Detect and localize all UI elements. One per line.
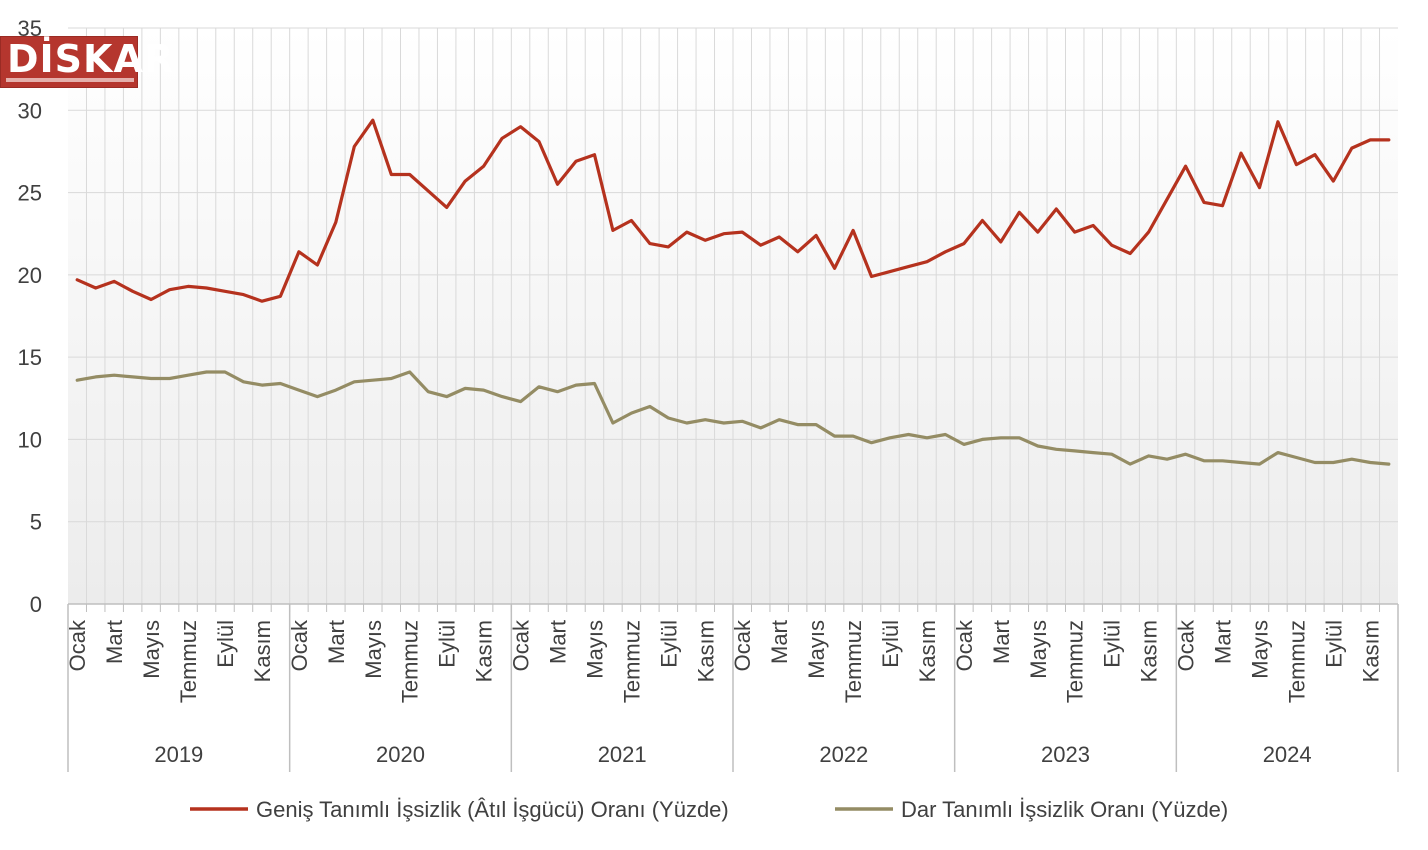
y-tick-label-10: 10 [18, 427, 42, 452]
year-label-2024: 2024 [1263, 742, 1312, 767]
month-label-mart: Mart [989, 620, 1014, 664]
month-label-temmuz: Temmuz [176, 620, 201, 703]
series-line-genis-tanimli [75, 118, 1391, 303]
month-label-temmuz: Temmuz [398, 620, 423, 703]
month-label-ocak: Ocak [65, 619, 90, 671]
month-label-ocak: Ocak [952, 619, 977, 671]
month-label-mayıs: Mayıs [1026, 620, 1051, 679]
month-label-temmuz: Temmuz [841, 620, 866, 703]
series-lines [75, 118, 1391, 466]
month-label-ocak: Ocak [509, 619, 534, 671]
year-label-2022: 2022 [819, 742, 868, 767]
legend-label-0: Geniş Tanımlı İşsizlik (Âtıl İşgücü) Ora… [256, 797, 729, 822]
year-label-2020: 2020 [376, 742, 425, 767]
y-tick-label-20: 20 [18, 263, 42, 288]
legend-label-1: Dar Tanımlı İşsizlik Oranı (Yüzde) [901, 797, 1228, 822]
month-label-mart: Mart [546, 620, 571, 664]
logo-text: DİSKAR [7, 37, 175, 81]
month-label-temmuz: Temmuz [1284, 620, 1309, 703]
month-label-mayıs: Mayıs [139, 620, 164, 679]
y-tick-label-15: 15 [18, 345, 42, 370]
legend: Geniş Tanımlı İşsizlik (Âtıl İşgücü) Ora… [190, 797, 1228, 822]
month-label-mart: Mart [102, 620, 127, 664]
month-label-ocak: Ocak [730, 619, 755, 671]
month-label-mart: Mart [324, 620, 349, 664]
y-tick-label-5: 5 [30, 510, 42, 535]
y-tick-label-30: 30 [18, 98, 42, 123]
month-label-mayıs: Mayıs [1247, 620, 1272, 679]
month-label-temmuz: Temmuz [1063, 620, 1088, 703]
month-label-kasım: Kasım [250, 620, 275, 682]
logo-tagline-strip [6, 78, 134, 82]
month-label-eylül: Eylül [1100, 620, 1125, 668]
month-label-mayıs: Mayıs [582, 620, 607, 679]
month-label-eylül: Eylül [1321, 620, 1346, 668]
month-label-kasım: Kasım [915, 620, 940, 682]
month-label-ocak: Ocak [1174, 619, 1199, 671]
year-label-2019: 2019 [154, 742, 203, 767]
month-label-mart: Mart [767, 620, 792, 664]
diskar-logo: DİSKAR [0, 36, 173, 88]
x-axis: 2019 Ocak Mart Mayıs Temmuz Eylül Kasım 2020 Oca… [65, 603, 1399, 772]
month-label-kasım: Kasım [472, 620, 497, 682]
vertical-gridlines [85, 28, 1381, 604]
year-label-2023: 2023 [1041, 742, 1090, 767]
month-label-eylül: Eylül [213, 620, 238, 668]
month-label-eylül: Eylül [656, 620, 681, 668]
month-label-ocak: Ocak [287, 619, 312, 671]
series-line-dar-tanimli [75, 370, 1391, 466]
y-tick-label-25: 25 [18, 181, 42, 206]
month-label-mayıs: Mayıs [804, 620, 829, 679]
month-label-eylül: Eylül [435, 620, 460, 668]
month-label-temmuz: Temmuz [619, 620, 644, 703]
y-tick-label-0: 0 [30, 592, 42, 617]
month-label-kasım: Kasım [1358, 620, 1383, 682]
year-label-2021: 2021 [598, 742, 647, 767]
month-label-eylül: Eylül [878, 620, 903, 668]
month-label-mayıs: Mayıs [361, 620, 386, 679]
month-label-kasım: Kasım [1137, 620, 1162, 682]
month-label-mart: Mart [1211, 620, 1236, 664]
month-label-kasım: Kasım [693, 620, 718, 682]
